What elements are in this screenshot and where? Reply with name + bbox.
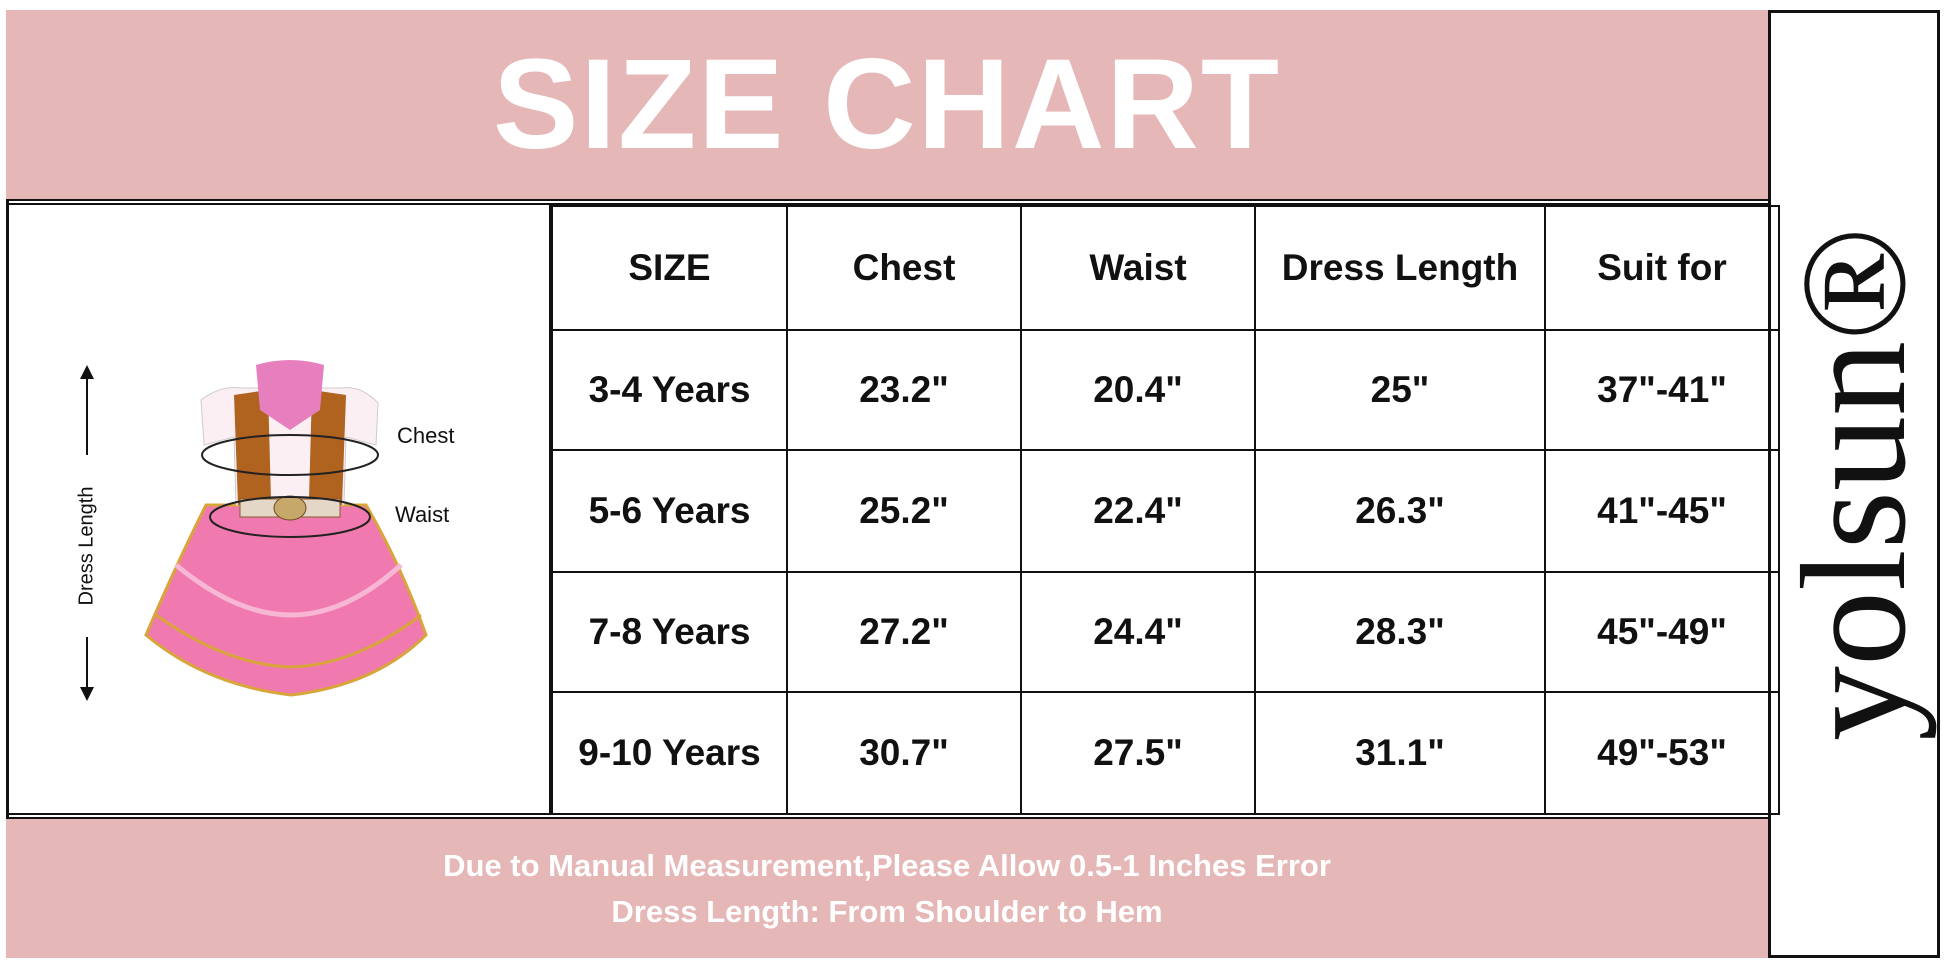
size-table: SIZE Chest Waist Dress Length Suit for 3-4 Ye… <box>551 205 1780 815</box>
table-cell: 45"-49" <box>1544 571 1780 693</box>
table-cell: 20.4" <box>1020 329 1256 451</box>
table-cell: 23.2" <box>786 329 1022 451</box>
header-row: SIZE Chest Waist Dress Length Suit for <box>551 205 1780 331</box>
column-header: Chest <box>786 205 1022 331</box>
table-cell: 22.4" <box>1020 449 1256 573</box>
table-cell: 9-10 Years <box>551 691 788 815</box>
table-cell: 7-8 Years <box>551 571 788 693</box>
table-row: 3-4 Years 23.2" 20.4" 25" 37"-41" <box>551 329 1780 451</box>
dress-figure: Dress Length Chest Waist <box>75 360 454 701</box>
figure-cell: Dress Length Chest Waist <box>6 205 551 813</box>
waist-label: Waist <box>395 502 449 527</box>
table-cell: 27.2" <box>786 571 1022 693</box>
table-cell: 24.4" <box>1020 571 1256 693</box>
separator <box>6 813 1768 819</box>
table-cell: 30.7" <box>786 691 1022 815</box>
table-cell: 49"-53" <box>1544 691 1780 815</box>
table-cell: 5-6 Years <box>551 449 788 573</box>
length-label: Dress Length <box>75 487 97 606</box>
table-cell: 27.5" <box>1020 691 1256 815</box>
footer-note: Due to Manual Measurement,Please Allow 0… <box>443 847 1331 883</box>
table-cell: 3-4 Years <box>551 329 788 451</box>
column-header: Suit for <box>1544 205 1780 331</box>
table-cell: 37"-41" <box>1544 329 1780 451</box>
separator <box>6 199 1768 205</box>
footer-note: Dress Length: From Shoulder to Hem <box>611 893 1163 929</box>
table-cell: 28.3" <box>1254 571 1546 693</box>
column-header: Waist <box>1020 205 1256 331</box>
column-header: SIZE <box>551 205 788 331</box>
table-row: 5-6 Years 25.2" 22.4" 26.3" 41"-45" <box>551 449 1780 573</box>
table-cell: 26.3" <box>1254 449 1546 573</box>
table-cell: 41"-45" <box>1544 449 1780 573</box>
table-cell: 31.1" <box>1254 691 1546 815</box>
footer-band: Due to Manual Measurement,Please Allow 0… <box>6 819 1768 958</box>
title-band: SIZE CHART <box>6 10 1768 199</box>
column-header: Dress Length <box>1254 205 1546 331</box>
table-row: 9-10 Years 30.7" 27.5" 31.1" 49"-53" <box>551 691 1780 815</box>
chest-label: Chest <box>397 423 454 448</box>
brand-panel <box>1768 10 1940 958</box>
table-cell: 25" <box>1254 329 1546 451</box>
title: SIZE CHART <box>493 33 1281 176</box>
table-row: 7-8 Years 27.2" 24.4" 28.3" 45"-49" <box>551 571 1780 693</box>
table-cell: 25.2" <box>786 449 1022 573</box>
brand: yolsun® <box>1771 226 1937 742</box>
